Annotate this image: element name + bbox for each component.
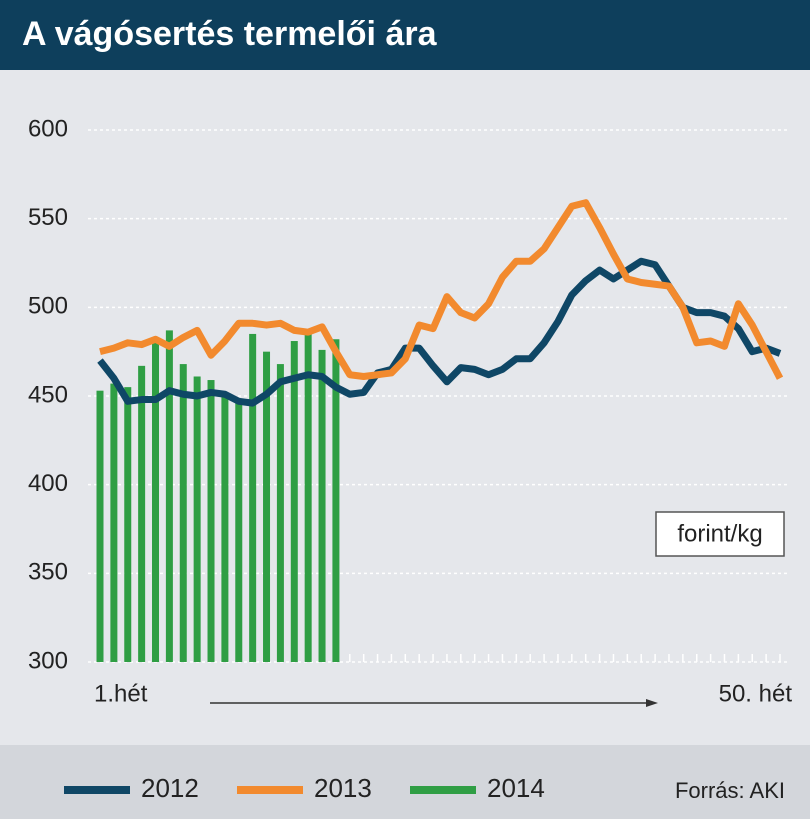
- line: [99, 199, 784, 380]
- y-tick-label: 300: [28, 647, 68, 674]
- bar: [318, 349, 326, 662]
- bar: [179, 364, 187, 662]
- bar: [138, 365, 146, 662]
- bar: [165, 330, 173, 662]
- bar: [152, 341, 160, 662]
- unit-box: [655, 511, 785, 557]
- footer: [0, 745, 810, 819]
- bar: [124, 387, 132, 662]
- bar: [96, 390, 104, 662]
- bar: [290, 341, 298, 662]
- bar: [193, 376, 201, 662]
- x-tick-label: 50. hét: [719, 680, 793, 707]
- unit-label: forint/kg: [677, 520, 762, 547]
- bar: [304, 330, 312, 662]
- chart-title: A vágósertés termelői ára: [22, 15, 438, 53]
- bar: [276, 364, 284, 662]
- bar: [249, 333, 257, 662]
- bar: [332, 339, 340, 662]
- y-tick-label: 600: [28, 115, 68, 142]
- y-tick-label: 350: [28, 559, 68, 586]
- y-tick-label: 450: [28, 381, 68, 408]
- header: [0, 0, 810, 70]
- y-tick-label: 550: [28, 204, 68, 231]
- bar: [110, 383, 118, 662]
- y-tick-label: 400: [28, 470, 68, 497]
- x-tick-label: 1.hét: [94, 680, 148, 707]
- x-arrow-head: [646, 699, 658, 707]
- legend-label: 2014: [487, 773, 545, 803]
- legend-label: 2012: [141, 773, 199, 803]
- bar: [207, 380, 215, 662]
- bar: [263, 351, 271, 662]
- legend-label: 2013: [314, 773, 372, 803]
- plot: 300 350 400 450 500 550 600 1.hét 50. hét: [28, 115, 792, 707]
- source: Forrás: AKI: [675, 778, 785, 803]
- y-tick-label: 500: [28, 293, 68, 320]
- bar: [235, 401, 243, 662]
- bar: [221, 396, 229, 662]
